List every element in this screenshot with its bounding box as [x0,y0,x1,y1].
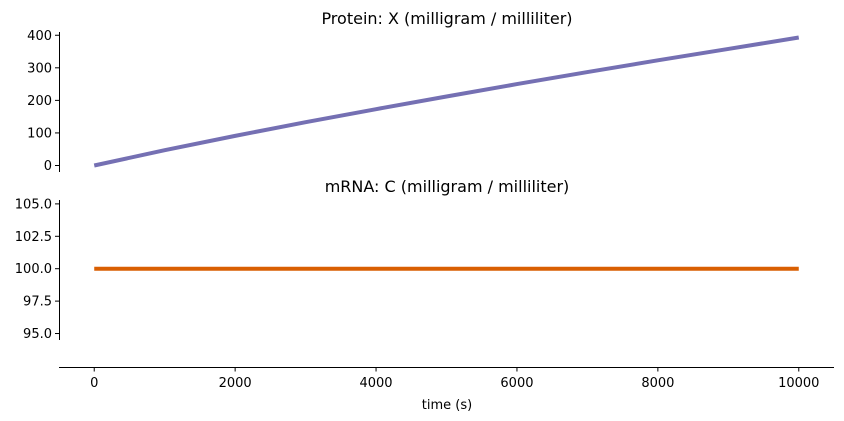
protein-y-tick-label: 100 [27,126,52,141]
protein-subplot: Protein: X (milligram / milliliter) 0 100… [27,9,800,174]
mrna-subplot: mRNA: C (milligram / milliliter) 95.0 97.… [15,177,834,413]
x-tick-label: 8000 [641,376,674,391]
protein-y-tick-label: 0 [44,159,52,174]
x-tick-label: 0 [90,376,98,391]
x-tick-label: 6000 [500,376,533,391]
x-tick-label: 2000 [219,376,252,391]
protein-series [93,35,800,168]
protein-y-tick-label: 300 [27,61,52,76]
mrna-y-tick-label: 95.0 [23,327,52,342]
mrna-y-tick-label: 105.0 [15,197,52,212]
mrna-y-ticks: 95.0 97.5 100.0 102.5 105.0 [15,197,59,342]
protein-y-tick-label: 200 [27,94,52,109]
x-tick-label: 10000 [778,376,819,391]
protein-y-tick-label: 400 [27,29,52,44]
mrna-y-tick-label: 102.5 [15,230,52,245]
protein-title: Protein: X (milligram / milliliter) [321,9,572,28]
protein-line [93,35,800,168]
mrna-y-tick-label: 100.0 [15,262,52,277]
mrna-title: mRNA: C (milligram / milliliter) [325,177,570,196]
time-x-ticks: 0 2000 4000 6000 8000 10000 [90,367,819,391]
x-axis-label: time (s) [422,398,472,413]
x-tick-label: 4000 [359,376,392,391]
protein-y-ticks: 0 100 200 300 400 [27,29,59,174]
mrna-y-tick-label: 97.5 [23,295,52,310]
